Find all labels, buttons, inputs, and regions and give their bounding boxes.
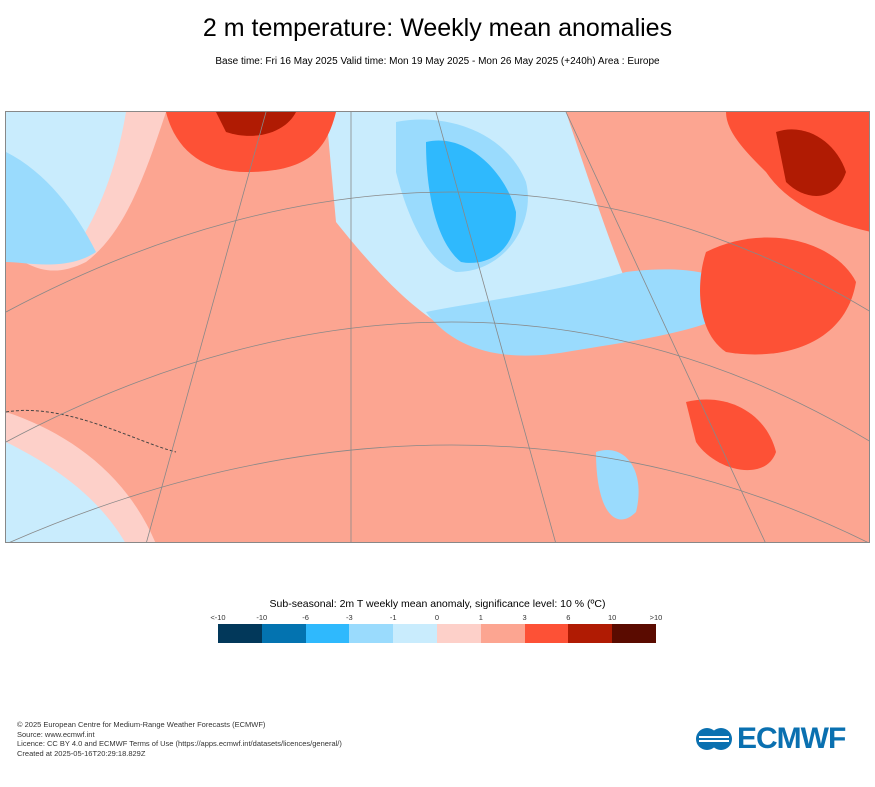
ecmwf-logo-icon: [696, 728, 732, 750]
legend-color-swatch: [436, 624, 481, 643]
middle-east-red: [686, 399, 776, 471]
legend-color-swatch: [305, 624, 350, 643]
ecmwf-logo: ECMWF: [695, 722, 846, 756]
legend-tick: 3: [522, 613, 527, 622]
greenland-dark-red: [216, 112, 296, 136]
legend-tick: -6: [302, 613, 309, 622]
legend-tick: -3: [346, 613, 353, 622]
sweden-strong-blue: [426, 140, 516, 263]
ecmwf-logo-text: ECMWF: [737, 722, 846, 755]
chart-title: 2 m temperature: Weekly mean anomalies: [202, 14, 673, 42]
east-europe-blue: [426, 269, 742, 356]
footer: © 2025 European Centre for Medium-Range …: [17, 720, 342, 758]
map-graphic: [6, 112, 869, 542]
iceland-blue: [6, 152, 96, 265]
source-text: Source: www.ecmwf.int: [17, 729, 95, 739]
legend-color-swatch: [349, 624, 394, 643]
copyright-text: © 2025 European Centre for Medium-Range …: [17, 720, 266, 729]
legend-tick: -1: [389, 613, 397, 622]
legend-color-swatch: [524, 624, 569, 643]
legend-tick: -10: [256, 613, 268, 622]
significance-contour: [6, 410, 177, 453]
legend-title: Sub-seasonal: 2m T weekly mean anomaly, …: [269, 598, 606, 610]
greenland-red: [166, 112, 336, 172]
chart-subtitle: Base time: Fri 16 May 2025 Valid time: M…: [215, 56, 660, 67]
legend-tick: >10: [649, 613, 663, 622]
legend-tick: 10: [608, 613, 617, 622]
legend-tick: 1: [478, 613, 483, 622]
legend-color-swatch: [261, 624, 306, 643]
legend-tick: 0: [434, 613, 440, 622]
legend-ticks: <-10 -10 -6 -3 -1 0 1 3 6 10 >10: [210, 613, 662, 623]
legend-color-swatch: [218, 624, 262, 643]
legend-color-swatch: [568, 624, 613, 643]
graticule: [6, 112, 869, 542]
licence-text: Licence: CC BY 4.0 and ECMWF Terms of Us…: [17, 739, 342, 748]
legend-color-swatch: [480, 624, 525, 643]
legend-tick: <-10: [210, 613, 226, 622]
legend-color-swatch: [612, 624, 656, 643]
legend-colorbar: [218, 624, 656, 643]
created-text: Created at 2025-05-16T20:29:18.829Z: [17, 748, 146, 758]
russia-red: [700, 237, 856, 355]
northeast-dark-red: [776, 129, 846, 196]
legend-color-swatch: [393, 624, 437, 643]
legend-tick: 6: [566, 613, 571, 622]
southwest-blue: [6, 442, 125, 542]
red-sea-blue: [596, 450, 639, 520]
anomaly-map: [5, 111, 870, 543]
